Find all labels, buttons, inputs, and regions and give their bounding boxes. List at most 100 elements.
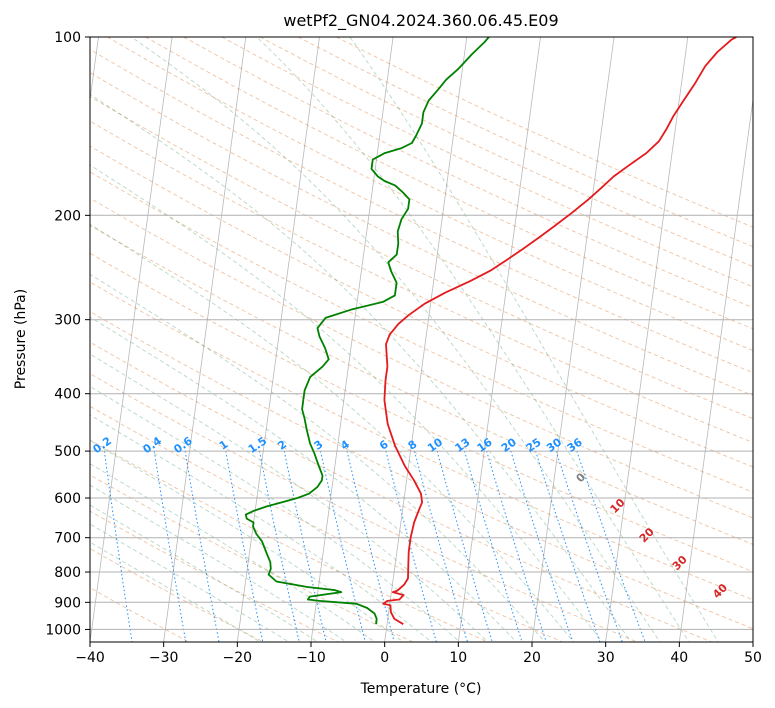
moist-adiabat-line xyxy=(90,504,319,642)
isotherm-line xyxy=(163,37,247,642)
x-tick-label: 40 xyxy=(670,650,688,666)
moist-adiabat-line xyxy=(90,463,376,642)
mixing-ratio-line xyxy=(510,450,574,642)
mixing-ratio-label: 4 xyxy=(338,438,352,453)
dry-adiabat-line xyxy=(90,311,753,630)
dry-adiabat-line xyxy=(90,197,753,519)
isotherm-line xyxy=(752,639,753,642)
y-axis: 100 200 300 400 500 600 700 800 900 1000 xyxy=(45,30,90,638)
mixing-ratio-line xyxy=(576,450,646,642)
mixing-ratio-line xyxy=(103,451,133,642)
y-tick-label: 900 xyxy=(54,595,81,611)
mixing-ratio-label: 30 xyxy=(544,435,564,455)
temperature-profile-line xyxy=(382,37,737,625)
y-tick-label: 300 xyxy=(54,313,81,329)
chart-title: wetPf2_GN04.2024.360.06.45.E09 xyxy=(283,11,558,31)
mixing-ratio-label: 20 xyxy=(499,435,519,455)
mixing-ratio-line xyxy=(385,450,437,642)
isotherm-line xyxy=(310,37,394,642)
mixing-ratio-label: 16 xyxy=(475,435,495,455)
moist-adiabat-line xyxy=(90,316,518,642)
mixing-ratio-line xyxy=(153,451,187,642)
plot-frame xyxy=(89,36,754,643)
dry-adiabat-line xyxy=(221,37,753,288)
moist-adiabat-line xyxy=(90,273,546,642)
isoline-labels: 0.10.20.40.611.52346810131620253036-100-… xyxy=(91,434,731,601)
x-tick-label: 20 xyxy=(523,650,541,666)
mixing-ratio-line xyxy=(259,451,300,642)
mixing-ratio-line xyxy=(320,450,366,642)
x-tick-label: −20 xyxy=(223,650,253,666)
dry-adiabat-line xyxy=(90,145,753,468)
x-tick-label: −10 xyxy=(296,650,326,666)
x-tick-label: 50 xyxy=(744,650,762,666)
x-tick-label: 0 xyxy=(380,650,389,666)
dry-adiabat-line xyxy=(259,37,753,268)
moist-adiabat-label: 40 xyxy=(710,581,730,601)
moist-adiabat-line xyxy=(90,93,632,642)
y-tick-label: 600 xyxy=(54,491,81,507)
moist-adiabat-label: 20 xyxy=(637,525,657,545)
x-tick-label: −30 xyxy=(149,650,179,666)
mixing-ratio-line xyxy=(555,450,623,642)
dry-adiabat-line xyxy=(336,37,753,228)
isotherm-line xyxy=(236,37,320,642)
moist-adiabat-line xyxy=(90,484,348,642)
x-axis: −40 −30 −20 −10 0 10 20 30 40 50 xyxy=(75,642,762,666)
isotherm-line xyxy=(531,37,615,642)
mixing-ratio-line xyxy=(535,450,601,642)
dry-adiabat-line xyxy=(90,95,753,420)
mixing-ratio-label: 10 xyxy=(425,435,445,455)
mixing-ratio-label: 36 xyxy=(565,435,585,455)
mixing-ratio-line xyxy=(486,450,547,642)
isotherm-line xyxy=(678,96,753,642)
isotherm-line xyxy=(605,37,689,642)
y-tick-label: 500 xyxy=(54,444,81,460)
mixing-ratio-label: 8 xyxy=(406,438,420,453)
y-tick-label: 800 xyxy=(54,565,81,581)
moist-adiabat-line xyxy=(349,37,719,642)
moist-adiabat-line xyxy=(90,164,603,642)
moist-adiabat-line xyxy=(90,541,262,642)
y-axis-label: Pressure (hPa) xyxy=(13,289,29,389)
x-tick-label: −40 xyxy=(75,650,105,666)
mixing-ratio-line xyxy=(283,451,327,642)
mixing-ratio-label: 25 xyxy=(524,436,544,455)
x-tick-label: 30 xyxy=(597,650,615,666)
x-axis-label: Temperature (°C) xyxy=(360,681,482,697)
dry-adiabat-line xyxy=(90,171,753,493)
y-tick-label: 1000 xyxy=(45,622,81,638)
x-tick-label: 10 xyxy=(449,650,467,666)
profiles xyxy=(244,37,737,625)
dry-adiabat-line xyxy=(90,48,753,374)
y-tick-label: 400 xyxy=(54,387,81,403)
dry-adiabat-line xyxy=(90,252,753,573)
dry-adiabat-line xyxy=(107,37,753,352)
dry-adiabat-line xyxy=(90,341,713,642)
mixing-ratio-line xyxy=(464,450,523,642)
isotherm-line xyxy=(457,37,541,642)
mixing-ratio-line xyxy=(225,451,264,642)
isotherm-line xyxy=(90,37,173,642)
mixing-ratio-line xyxy=(57,451,82,644)
mixing-ratio-label: 0.4 xyxy=(141,434,165,456)
mixing-ratio-label: 13 xyxy=(452,436,472,455)
mixing-ratio-line xyxy=(436,450,493,642)
isotherm-line xyxy=(384,37,468,642)
mixing-ratio-line xyxy=(346,450,395,642)
moist-adiabat-line xyxy=(90,223,575,642)
dry-adiabat-line xyxy=(90,587,190,642)
dewpoint-profile-line xyxy=(244,37,490,625)
plot-area: 0.10.20.40.611.52346810131620253036-100-… xyxy=(57,37,753,644)
mixing-ratio-line xyxy=(184,451,220,642)
moist-adiabat-line xyxy=(90,439,404,642)
dry-adiabat-line xyxy=(145,37,753,330)
dry-adiabat-line xyxy=(90,72,753,396)
y-tick-label: 200 xyxy=(54,208,81,224)
y-tick-label: 700 xyxy=(54,531,81,547)
moist-adiabat-line xyxy=(90,385,461,642)
y-tick-label: 100 xyxy=(54,30,81,46)
mixing-ratio-label: 2 xyxy=(275,438,289,453)
dry-adiabat-line xyxy=(183,37,753,309)
